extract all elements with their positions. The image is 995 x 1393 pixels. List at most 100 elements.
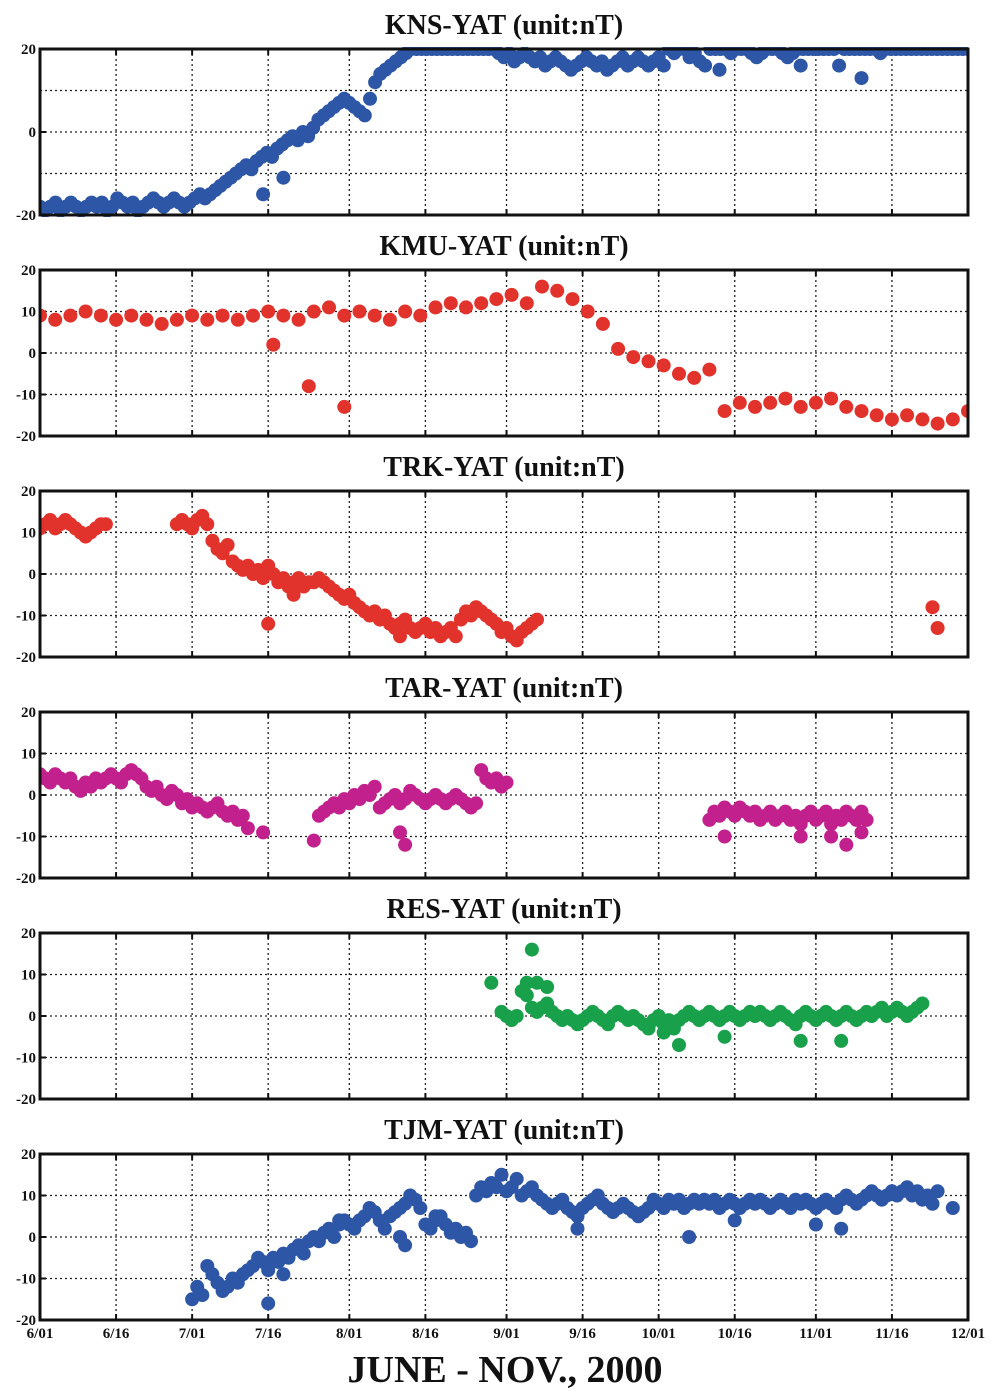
ytick-label-1-1: -10 <box>16 388 36 404</box>
data-point-5-152 <box>398 1238 413 1253</box>
panel-title-0: KNS-YAT (unit:nT) <box>385 10 623 41</box>
data-point-1-47 <box>748 399 762 414</box>
data-point-5-45 <box>413 1201 428 1215</box>
ytick-label-0-2: 20 <box>21 42 36 58</box>
data-point-3-53 <box>367 779 382 794</box>
ytick-label-1-3: 10 <box>21 305 36 321</box>
panel-frame-3 <box>38 710 970 880</box>
data-point-2-20 <box>200 517 215 532</box>
panel-title-2: TRK-YAT (unit:nT) <box>383 452 624 483</box>
data-point-1-30 <box>489 292 504 307</box>
data-point-5-159 <box>945 1201 960 1215</box>
xtick-label-6: 9/01 <box>493 1326 520 1342</box>
ytick-label-0-0: -20 <box>16 208 36 224</box>
data-point-5-64 <box>509 1171 524 1186</box>
data-point-1-32 <box>519 296 534 311</box>
data-point-2-86 <box>261 616 276 631</box>
data-point-3-114 <box>393 825 407 840</box>
data-point-1-39 <box>626 350 641 365</box>
data-point-4-83 <box>915 996 930 1011</box>
data-point-4-92 <box>793 1033 808 1048</box>
data-point-2-13 <box>98 517 113 532</box>
series-group-1 <box>40 279 968 431</box>
data-point-0-181 <box>256 187 271 202</box>
data-point-0-64 <box>363 91 377 106</box>
data-point-5-154 <box>570 1221 585 1236</box>
ytick-label-4-0: -20 <box>16 1092 36 1108</box>
data-point-1-1 <box>48 312 63 327</box>
data-point-2-89 <box>925 600 940 615</box>
data-point-1-58 <box>915 412 930 427</box>
data-point-1-5 <box>109 312 124 327</box>
data-point-1-56 <box>884 412 899 427</box>
data-point-5-148 <box>261 1296 276 1311</box>
data-point-1-45 <box>717 404 732 419</box>
data-point-1-36 <box>580 304 595 319</box>
data-point-5-55 <box>464 1234 478 1249</box>
data-point-5-146 <box>925 1196 940 1211</box>
data-point-5-155 <box>682 1230 697 1244</box>
panel-frame-1 <box>38 268 970 438</box>
data-point-1-12 <box>215 308 230 323</box>
data-point-5-149 <box>276 1267 291 1282</box>
series-group-4 <box>484 942 930 1052</box>
data-point-1-22 <box>367 308 382 323</box>
data-point-1-11 <box>200 312 215 327</box>
panel-title-4: RES-YAT (unit:nT) <box>386 894 621 925</box>
data-point-4-93 <box>834 1033 849 1048</box>
data-point-3-79 <box>499 775 514 790</box>
xtick-label-1: 6/16 <box>103 1326 130 1342</box>
data-point-4-88 <box>524 942 539 957</box>
ytick-label-2-2: 0 <box>29 567 37 583</box>
data-point-5-15 <box>261 1263 276 1278</box>
data-point-3-111 <box>859 812 874 827</box>
data-point-1-60 <box>945 412 960 427</box>
data-point-1-49 <box>778 391 793 406</box>
data-point-4-89 <box>656 1025 671 1040</box>
ytick-label-3-4: 20 <box>21 705 36 721</box>
data-point-1-20 <box>337 308 352 323</box>
data-point-1-10 <box>185 308 200 323</box>
ytick-label-5-3: 10 <box>21 1189 36 1205</box>
data-point-1-33 <box>535 279 549 294</box>
ytick-label-4-3: 10 <box>21 968 36 984</box>
ytick-label-4-4: 20 <box>21 926 36 942</box>
data-point-5-61 <box>494 1167 509 1182</box>
ytick-label-5-2: 0 <box>29 1230 37 1246</box>
ytick-label-2-1: -10 <box>16 609 36 625</box>
data-point-1-17 <box>291 312 306 327</box>
data-point-1-48 <box>763 395 778 410</box>
panel-frame-2 <box>38 489 970 659</box>
data-point-3-113 <box>306 833 321 848</box>
data-point-1-62 <box>266 337 281 352</box>
data-point-1-52 <box>824 391 839 406</box>
data-point-2-85 <box>530 612 544 627</box>
data-point-1-23 <box>382 312 397 327</box>
data-point-1-24 <box>398 304 413 319</box>
data-point-1-7 <box>139 312 154 327</box>
data-point-1-0 <box>40 308 47 323</box>
data-point-3-40 <box>235 808 250 823</box>
xtick-label-12: 12/01 <box>951 1326 985 1342</box>
data-point-5-147 <box>930 1184 945 1199</box>
data-point-0-155 <box>832 58 847 73</box>
data-point-1-64 <box>337 399 352 414</box>
data-point-3-73 <box>469 796 484 811</box>
data-point-3-116 <box>717 829 732 844</box>
data-point-1-59 <box>930 416 945 431</box>
data-point-5-153 <box>428 1209 443 1224</box>
data-point-1-40 <box>641 354 656 369</box>
data-point-1-57 <box>900 408 915 423</box>
data-point-4-3 <box>509 1009 524 1023</box>
ytick-label-5-0: -20 <box>16 1313 36 1329</box>
data-point-4-85 <box>519 988 534 1003</box>
ytick-label-2-3: 10 <box>21 526 36 542</box>
ytick-label-5-4: 20 <box>21 1147 36 1163</box>
data-point-0-184 <box>712 62 727 77</box>
data-point-1-6 <box>124 308 139 323</box>
data-point-5-157 <box>808 1217 823 1232</box>
ytick-label-0-1: 0 <box>29 125 37 141</box>
data-point-0-121 <box>656 58 671 73</box>
data-point-1-3 <box>78 304 93 319</box>
